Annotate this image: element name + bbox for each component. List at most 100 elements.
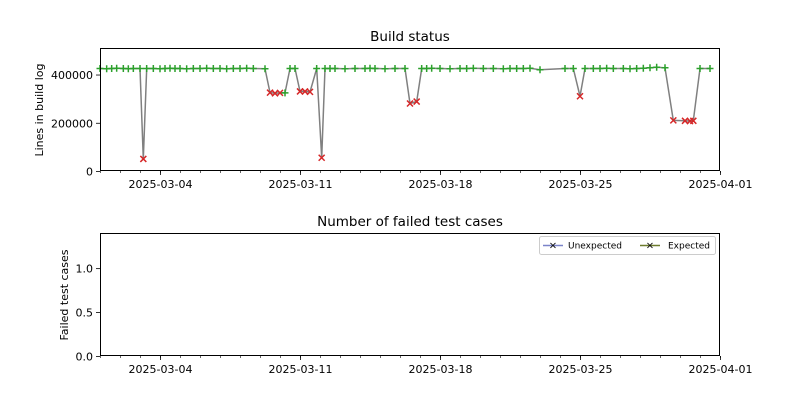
pass-marker [176, 65, 184, 72]
pass-marker [706, 65, 714, 72]
legend-entry: × Expected [640, 241, 710, 252]
pass-marker [569, 65, 577, 72]
x-tick-label: 2025-03-04 [129, 363, 193, 376]
x-tick-label: 2025-03-25 [549, 363, 613, 376]
pass-marker [561, 65, 569, 72]
pass-marker [136, 65, 144, 72]
y-tick-label: 200000 [51, 117, 93, 130]
pass-marker [603, 64, 611, 72]
pass-marker [513, 65, 521, 72]
pass-marker [223, 65, 231, 73]
pass-marker [143, 65, 151, 72]
x-tick-label: 2025-03-25 [549, 178, 613, 191]
pass-marker [536, 66, 544, 74]
legend-label: Unexpected [568, 242, 622, 252]
pass-marker [589, 65, 597, 72]
pass-marker [661, 64, 669, 72]
pass-marker [436, 65, 444, 72]
pass-marker [489, 65, 497, 72]
fail-marker [306, 88, 314, 96]
plot-frame [100, 48, 720, 171]
pass-marker [653, 63, 661, 71]
fail-marker [139, 155, 147, 163]
y-tick-label: 0.0 [76, 351, 94, 364]
series-line [99, 66, 710, 159]
pass-marker [129, 65, 137, 72]
pass-marker [381, 65, 389, 73]
pass-marker [626, 65, 634, 73]
x-marker-icon: × [646, 241, 654, 252]
pass-marker [149, 65, 157, 72]
fail-marker [276, 89, 284, 97]
pass-marker [229, 65, 237, 72]
x-tick-label: 2025-03-11 [269, 363, 333, 376]
y-tick-label: 0.5 [76, 307, 94, 320]
pass-marker [463, 65, 471, 72]
pass-marker [249, 65, 257, 72]
pass-marker [341, 65, 349, 73]
pass-marker [216, 65, 224, 72]
fail-marker [669, 116, 677, 124]
pass-marker [456, 65, 464, 72]
pass-marker [189, 65, 197, 72]
y-tick-label: 400000 [51, 69, 93, 82]
pass-marker [469, 64, 477, 72]
fail-marker [689, 117, 697, 125]
x-tick-label: 2025-04-01 [689, 363, 753, 376]
pass-marker [609, 65, 617, 72]
fail-marker [576, 92, 584, 100]
pass-marker [619, 65, 627, 72]
pass-marker [313, 65, 321, 72]
pass-marker [281, 89, 289, 97]
build-status-chart: Build status Lines in build log 2025-03-… [33, 29, 752, 191]
legend-entry: × Unexpected [543, 241, 622, 252]
pass-marker [639, 64, 647, 72]
pass-marker [209, 65, 217, 72]
plot-area: 2025-03-04 2025-03-11 2025-03-18 2025-03-25… [76, 263, 753, 376]
chart-title: Build status [370, 29, 450, 45]
legend-box [539, 236, 716, 255]
pass-marker [203, 64, 211, 72]
pass-marker [331, 65, 339, 72]
x-tick-label: 2025-03-04 [129, 178, 193, 191]
plot-area: 2025-03-04 2025-03-11 2025-03-18 2025-03-25… [51, 63, 753, 191]
pass-marker [506, 65, 514, 72]
pass-marker [519, 65, 527, 72]
pass-marker [596, 65, 604, 72]
y-tick-label: 1.0 [76, 263, 94, 276]
pass-marker [291, 65, 299, 72]
pass-marker [428, 64, 436, 72]
pass-marker [236, 65, 244, 72]
fail-marker [413, 98, 421, 106]
pass-marker [371, 65, 379, 72]
y-tick-label: 0 [86, 166, 93, 179]
chart-title: Number of failed test cases [317, 214, 503, 230]
y-axis-label: Lines in build log [33, 64, 46, 157]
legend-label: Expected [668, 242, 710, 252]
pass-marker [401, 65, 409, 72]
pass-marker [499, 65, 507, 73]
pass-marker [526, 64, 534, 72]
pass-marker [696, 65, 704, 72]
pass-marker [351, 65, 359, 72]
pass-marker [646, 64, 654, 72]
y-axis-label: Failed test cases [58, 249, 71, 340]
pass-marker [113, 64, 121, 72]
x-tick-label: 2025-03-18 [409, 363, 473, 376]
fail-marker [406, 99, 414, 108]
legend: × Unexpected × Expected [539, 236, 716, 255]
pass-marker [196, 65, 204, 72]
pass-marker [446, 65, 454, 73]
pass-marker [479, 65, 487, 72]
x-marker-icon: × [549, 241, 557, 252]
pass-marker [261, 65, 269, 73]
pass-marker [633, 65, 641, 72]
pass-marker [183, 65, 191, 73]
x-tick-label: 2025-03-18 [409, 178, 473, 191]
x-tick-label: 2025-04-01 [689, 178, 753, 191]
failed-tests-chart: Number of failed test cases Failed test … [58, 214, 752, 376]
plot-frame [100, 233, 720, 356]
x-tick-label: 2025-03-11 [269, 178, 333, 191]
pass-marker [391, 65, 399, 72]
